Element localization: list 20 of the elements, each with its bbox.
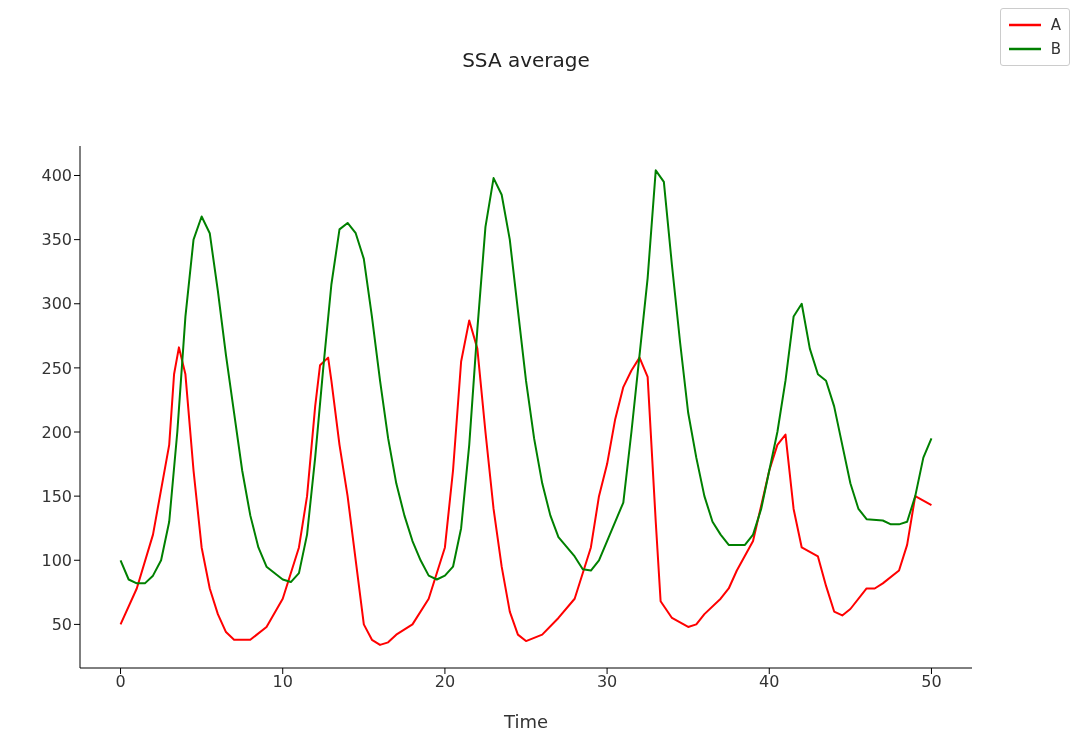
x-axis-title: Time — [502, 711, 549, 732]
x-tick-label: 40 — [759, 672, 780, 692]
y-tick-label: 400 — [41, 166, 72, 186]
y-tick-label: 350 — [41, 230, 72, 250]
y-tick-label: 250 — [41, 358, 72, 378]
x-tick-label: 10 — [272, 672, 293, 692]
y-tick-label: 300 — [41, 294, 72, 314]
y-tick-label: 100 — [41, 550, 72, 570]
x-tick-label: 0 — [115, 672, 126, 692]
line-series — [119, 319, 933, 646]
y-tick-label: 150 — [41, 486, 72, 506]
chart-title: SSA average — [461, 48, 591, 72]
legend-label: B — [1050, 40, 1061, 58]
line-series — [119, 169, 933, 585]
x-tick-label: 50 — [921, 672, 942, 692]
x-tick-label: 30 — [596, 672, 618, 692]
x-tick-label: 20 — [434, 672, 456, 692]
legend-label: A — [1050, 16, 1061, 34]
y-tick-label: 50 — [51, 615, 72, 635]
y-tick-label: 200 — [41, 422, 72, 442]
